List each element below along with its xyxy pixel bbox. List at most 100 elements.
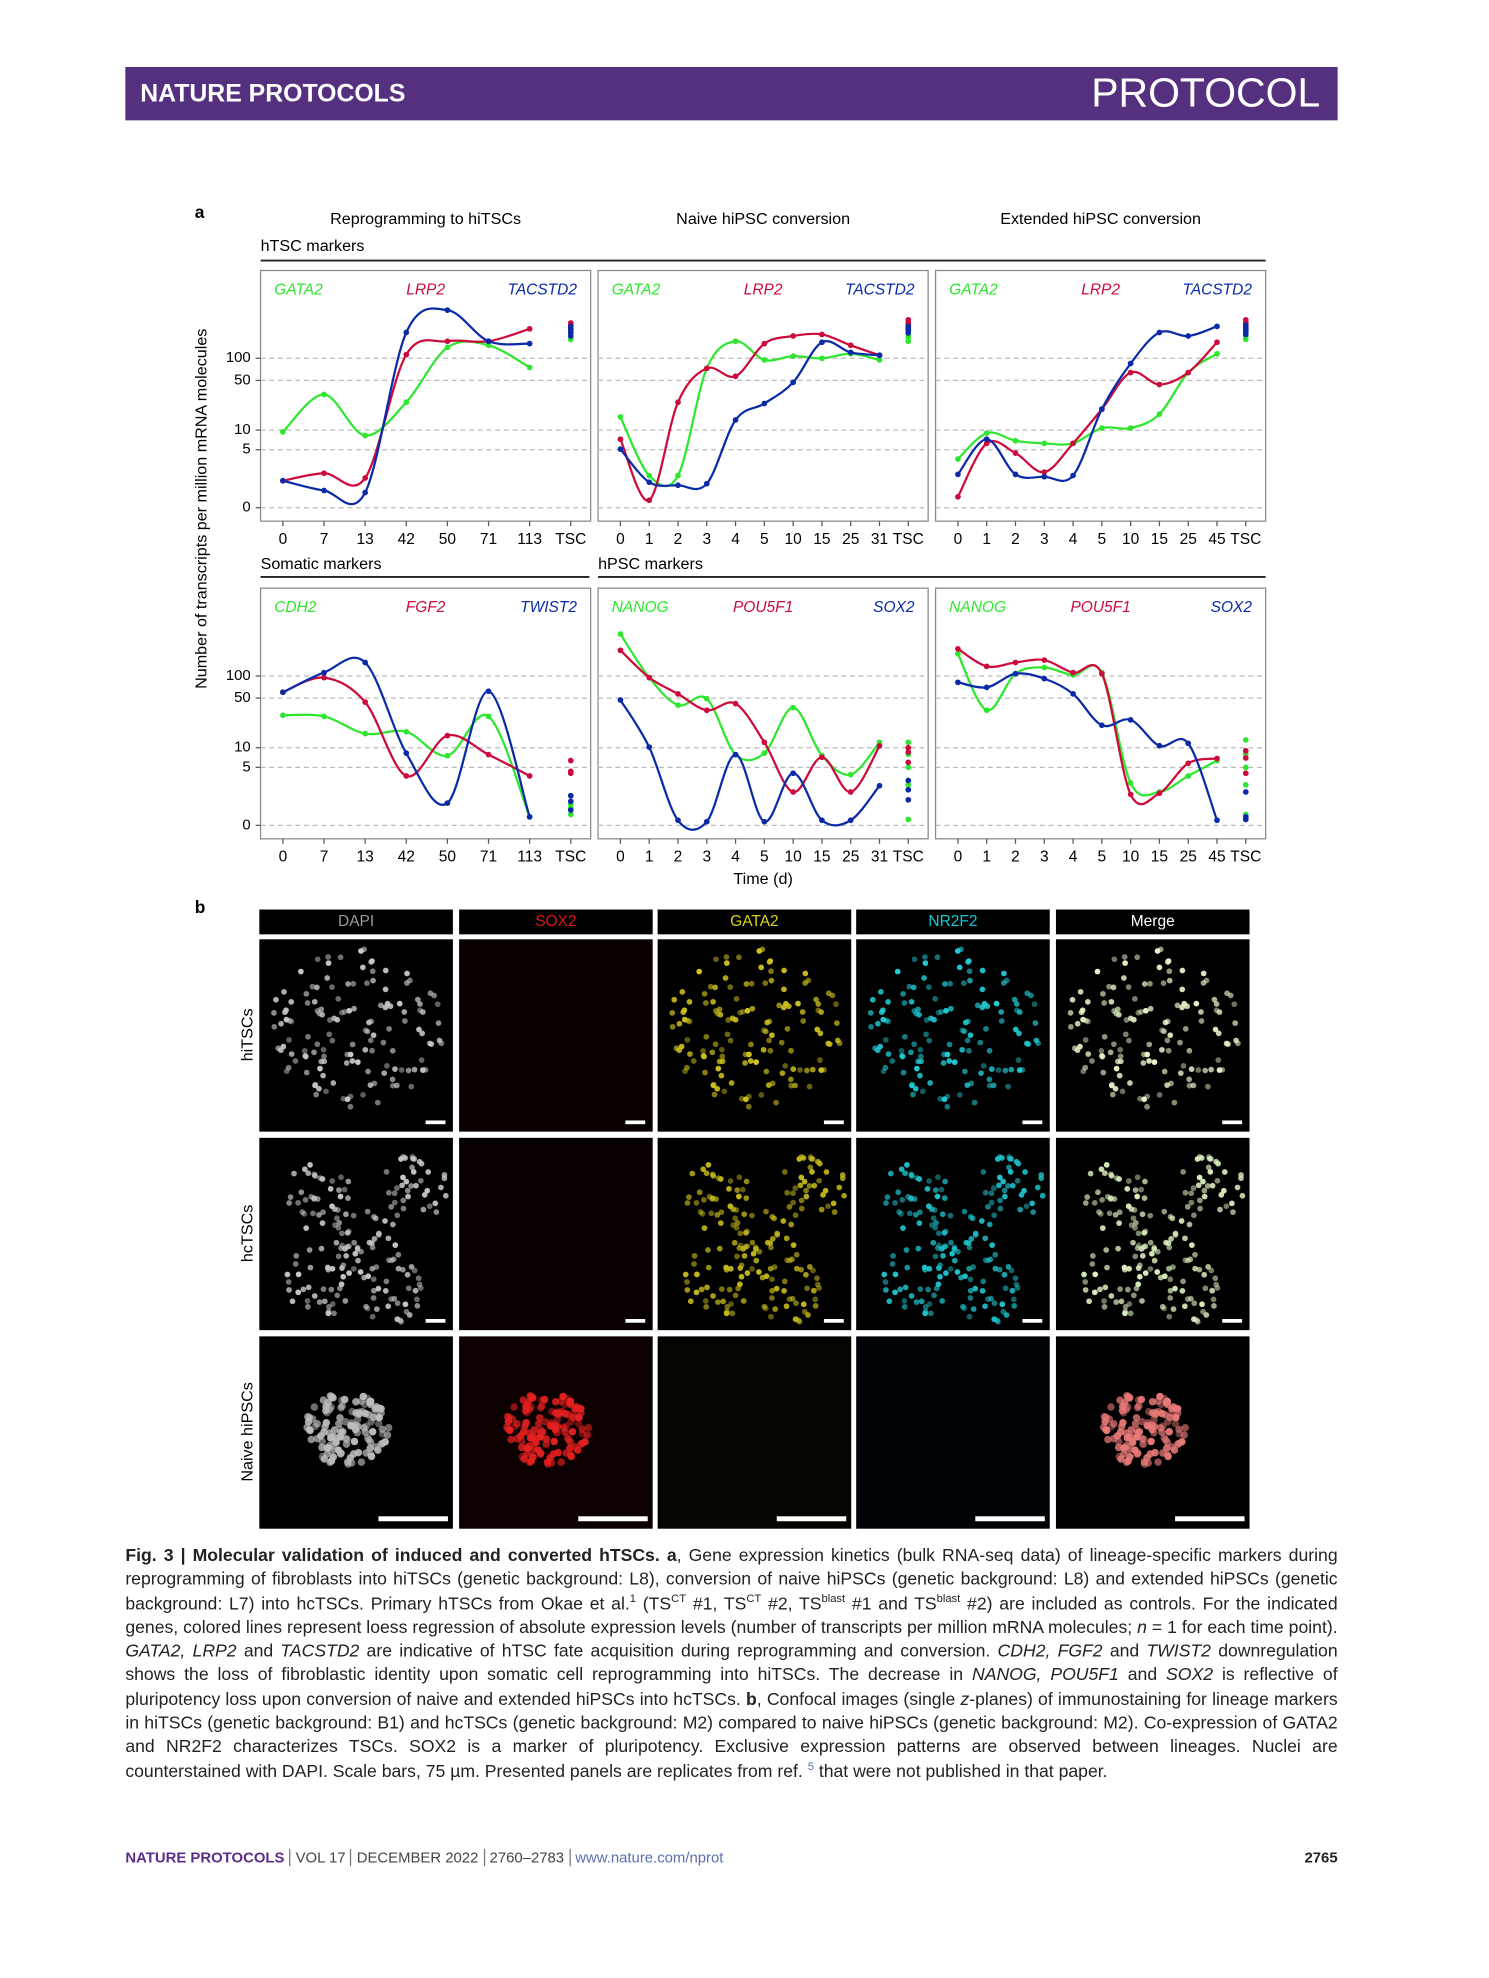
data-point <box>761 340 768 347</box>
nucleus <box>767 1240 774 1247</box>
nucleus <box>915 1245 922 1252</box>
channel-label: Merge <box>1131 913 1175 930</box>
x-tick-label: 45 <box>1208 531 1225 548</box>
data-point <box>703 480 710 487</box>
nucleus <box>962 1068 968 1075</box>
nucleus <box>1184 1003 1190 1010</box>
nucleus <box>1104 1435 1112 1444</box>
nucleus <box>1118 1298 1125 1305</box>
nucleus <box>344 1458 352 1466</box>
plot-frame <box>597 269 929 522</box>
caption-text: , Confocal images (single <box>756 1689 961 1710</box>
nucleus <box>972 1285 979 1292</box>
control-point <box>1242 781 1249 788</box>
data-point <box>362 659 369 666</box>
data-point <box>1012 450 1019 456</box>
data-point <box>983 436 990 443</box>
control-point <box>1242 737 1249 743</box>
nucleus <box>352 1409 360 1417</box>
nucleus <box>370 977 376 984</box>
nucleus <box>986 1047 993 1054</box>
nucleus <box>1167 1295 1174 1301</box>
nucleus <box>786 1257 793 1264</box>
nucleus <box>1018 1192 1025 1198</box>
nucleus <box>1211 1302 1217 1309</box>
data-point <box>761 400 768 407</box>
nucleus <box>291 1170 297 1177</box>
nucleus <box>1213 1007 1220 1014</box>
nucleus <box>931 1016 937 1023</box>
x-tick-label: 2 <box>674 531 683 548</box>
nucleus <box>769 1213 776 1220</box>
nucleus <box>1164 1417 1172 1426</box>
nucleus <box>336 1414 344 1422</box>
nucleus <box>687 1051 693 1057</box>
nucleus <box>347 1103 354 1110</box>
nucleus <box>922 1310 929 1317</box>
nucleus <box>905 1193 911 1200</box>
nucleus <box>1131 1292 1137 1299</box>
nucleus <box>965 1018 971 1025</box>
nucleus <box>1146 1041 1153 1048</box>
y-tick-label: 100 <box>226 350 251 366</box>
nucleus <box>529 1453 537 1461</box>
micrograph-background <box>856 1336 1050 1529</box>
nucleus <box>762 1028 769 1035</box>
nucleus <box>997 1205 1004 1212</box>
nucleus <box>435 1020 442 1026</box>
nucleus <box>935 1230 942 1237</box>
data-point <box>362 432 369 439</box>
nucleus <box>815 1001 822 1007</box>
nucleus <box>391 1190 398 1197</box>
data-point <box>444 752 451 759</box>
nucleus <box>369 968 376 975</box>
nucleus <box>308 1193 315 1200</box>
data-point <box>675 702 681 708</box>
nucleus <box>558 1407 566 1416</box>
nucleus <box>930 1215 937 1222</box>
nucleus <box>980 1278 987 1285</box>
nucleus <box>316 1211 322 1218</box>
nucleus <box>370 1295 377 1301</box>
micrograph <box>856 1336 1050 1529</box>
data-point <box>1012 659 1019 666</box>
data-point <box>847 789 854 795</box>
nucleus <box>510 1403 518 1411</box>
nucleus <box>910 984 917 991</box>
nucleus <box>996 1266 1003 1273</box>
nucleus <box>736 1174 743 1181</box>
nucleus <box>880 1068 887 1075</box>
nucleus <box>1199 1301 1205 1308</box>
nucleus <box>749 1266 755 1272</box>
nucleus <box>1137 1395 1146 1404</box>
nucleus <box>1104 1264 1110 1271</box>
micrograph-background <box>657 1336 852 1529</box>
nucleus <box>934 1193 941 1200</box>
nucleus <box>988 1190 995 1197</box>
nucleus <box>825 1203 831 1210</box>
nucleus <box>737 1230 744 1237</box>
nucleus <box>693 1199 700 1206</box>
x-tick-label: 113 <box>517 531 542 548</box>
nucleus <box>1215 1160 1221 1167</box>
control-point <box>1242 322 1249 329</box>
nucleus <box>415 1275 422 1282</box>
nucleus <box>1017 1206 1024 1213</box>
micrograph <box>459 939 653 1132</box>
nucleus <box>728 1080 735 1086</box>
nucleus <box>898 1211 904 1217</box>
footer-url[interactable]: www.nature.com/nprot <box>569 1848 723 1867</box>
nucleus <box>714 1211 721 1218</box>
nucleus <box>303 1412 312 1421</box>
nucleus <box>1116 1209 1123 1216</box>
nucleus <box>940 1252 946 1259</box>
nucleus <box>1134 1174 1141 1181</box>
nucleus <box>910 1091 916 1098</box>
nucleus <box>1116 1220 1122 1226</box>
control-point <box>567 323 574 330</box>
nucleus <box>1154 1248 1161 1255</box>
nucleus <box>698 1286 705 1293</box>
nucleus <box>943 1270 949 1276</box>
data-point <box>790 353 796 359</box>
nucleus <box>1163 1397 1171 1406</box>
